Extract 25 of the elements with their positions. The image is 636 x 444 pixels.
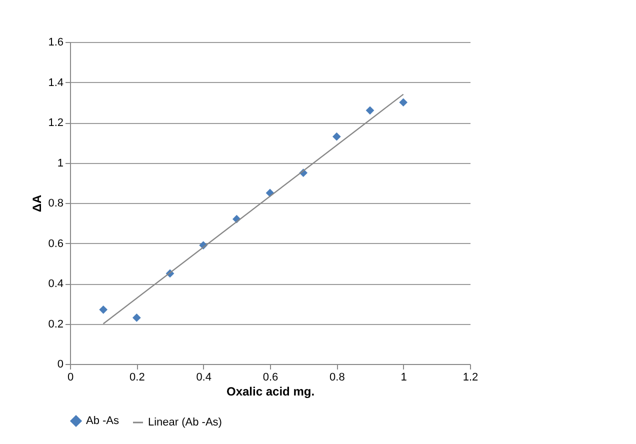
x-tick-label: 1.2 [462, 372, 478, 384]
y-axis-title: ΔA [30, 194, 44, 212]
y-tick-label: 0.8 [48, 198, 64, 210]
x-tick-label: 0 [67, 372, 74, 384]
point [366, 106, 374, 115]
y-tick-label: 1.2 [48, 117, 64, 129]
y-tick-label: 0 [57, 358, 64, 370]
x-tick-label: 1 [400, 372, 407, 384]
y-tick-label: 0.4 [48, 278, 64, 290]
x-tick-label: 0.8 [330, 372, 345, 384]
legend-label: Ab -As [86, 415, 120, 427]
y-tick-label: 0.2 [48, 318, 64, 330]
y-tick-label: 1 [57, 157, 64, 170]
y-tick-label: 1.6 [48, 36, 64, 48]
x-axis-title: Oxalic acid mg. [226, 384, 315, 398]
x-tick-label: 0.2 [130, 372, 145, 384]
y-tick-label: 0.6 [48, 238, 64, 250]
point [332, 132, 341, 141]
point [99, 305, 108, 314]
x-tick-label: 0.6 [262, 372, 278, 384]
y-tick-label: 1.4 [48, 76, 64, 89]
x-tick-label: 0.4 [196, 372, 212, 384]
point [132, 314, 141, 322]
point [399, 98, 408, 107]
legend-label: Linear (Ab -As) [148, 416, 222, 428]
